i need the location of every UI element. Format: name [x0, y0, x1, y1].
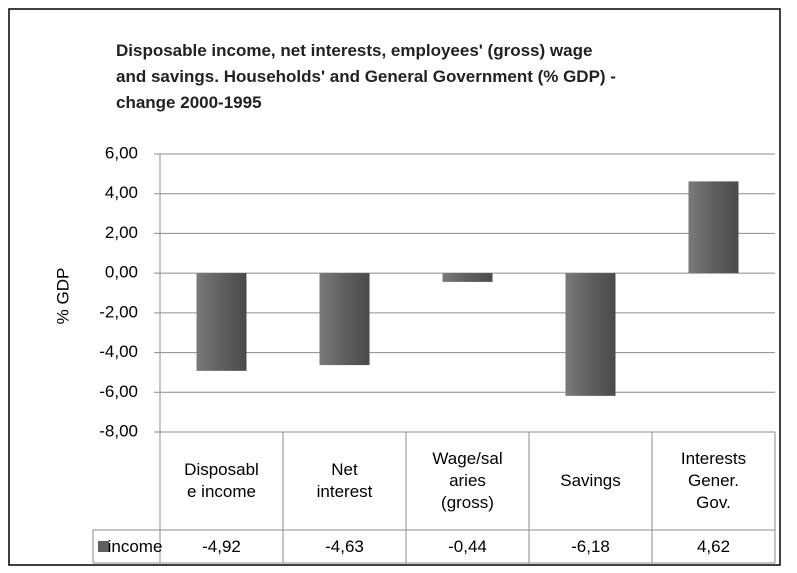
x-tick-label: Interests Gener. Gov. — [680, 449, 747, 512]
y-tick-label: 6,00 — [105, 143, 138, 162]
data-label: 4,62 — [696, 536, 731, 556]
x-tick-label: Wage/sal aries (gross) — [432, 449, 503, 512]
chart-title: Disposable income, net interests, employ… — [116, 41, 616, 112]
data-label: -4,63 — [325, 536, 364, 556]
bar — [442, 273, 493, 282]
bar — [319, 273, 370, 366]
legend-label: income — [107, 536, 163, 556]
bar — [565, 273, 616, 396]
x-tick-label: Savings — [560, 471, 621, 490]
bar — [196, 273, 247, 371]
y-tick-label: -4,00 — [99, 342, 138, 361]
frame — [8, 8, 781, 566]
y-tick-label: -8,00 — [99, 421, 138, 440]
y-tick-label: -2,00 — [99, 302, 138, 321]
x-tick-label: Disposabl e income — [184, 460, 259, 501]
y-tick-label: 2,00 — [105, 223, 138, 242]
data-label: -4,92 — [202, 536, 241, 556]
data-label: -0,44 — [448, 536, 487, 556]
y-tick-label: 0,00 — [105, 263, 138, 282]
x-tick-label: Net interest — [316, 460, 373, 501]
bar — [688, 181, 739, 274]
y-tick-label: 4,00 — [105, 183, 138, 202]
legend-key — [98, 541, 109, 552]
y-axis-label: % GDP — [53, 268, 72, 325]
data-label: -6,18 — [571, 536, 610, 556]
y-tick-label: -6,00 — [99, 382, 138, 401]
